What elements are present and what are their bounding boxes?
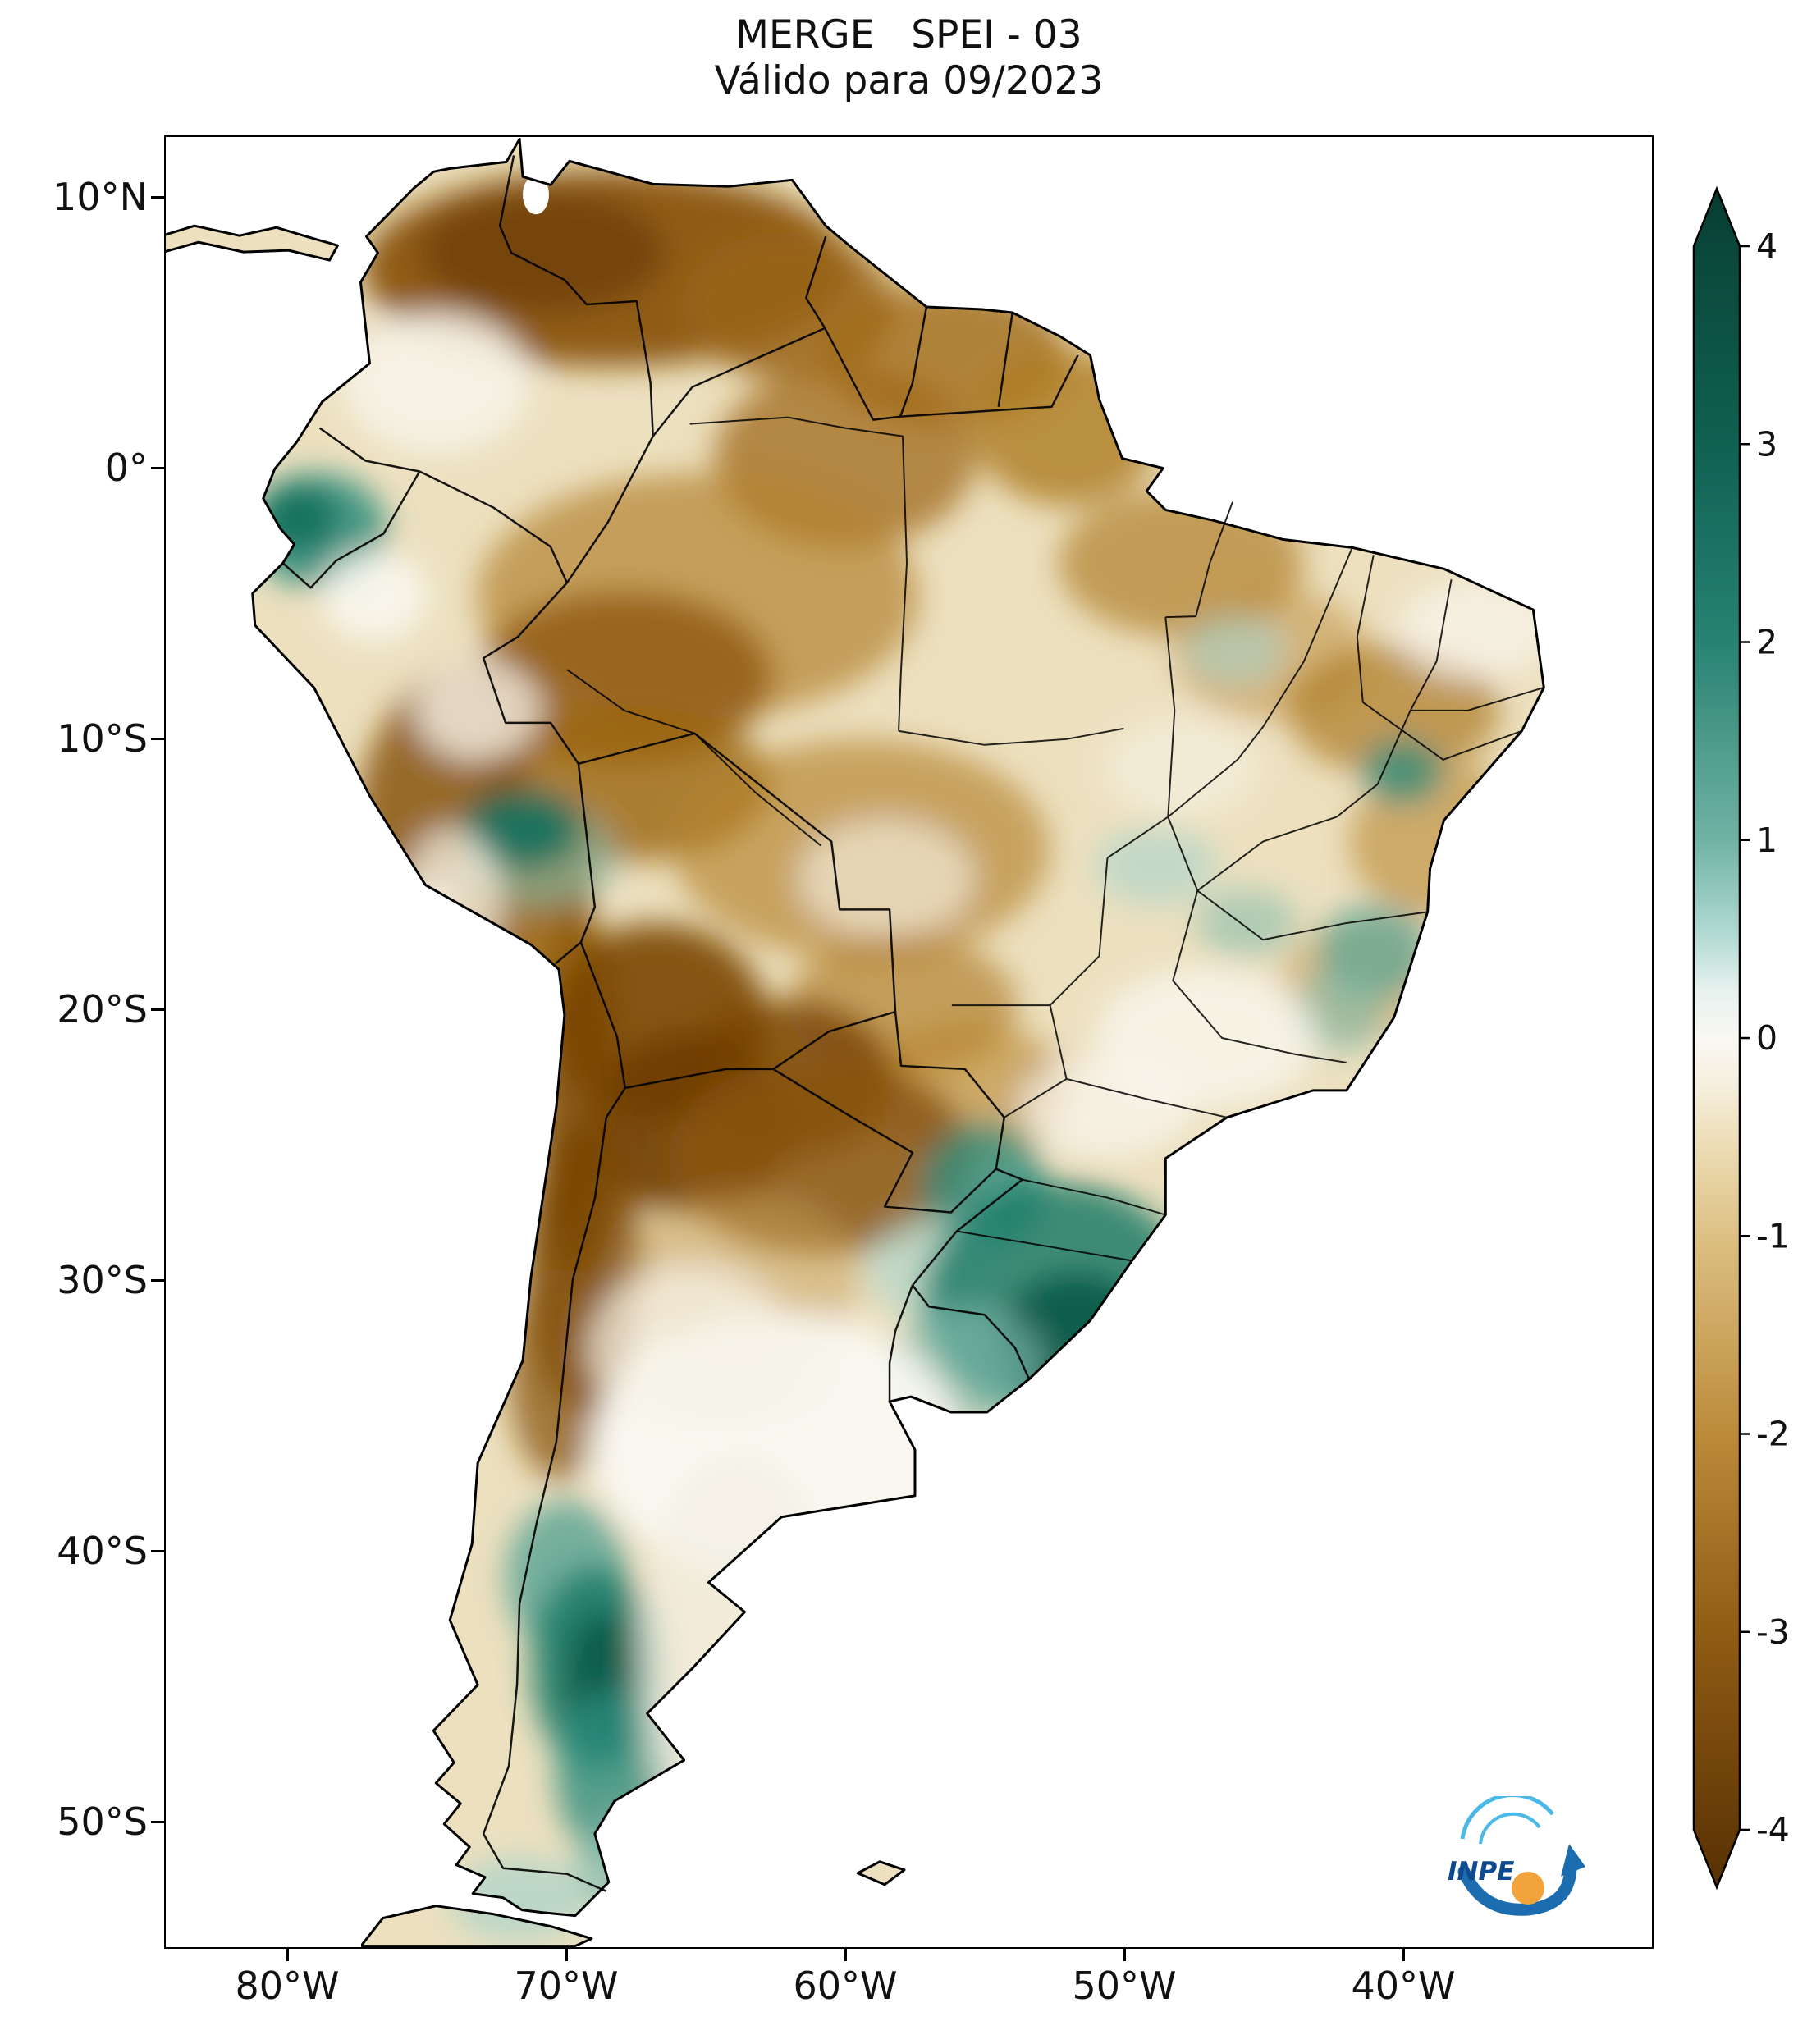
x-tick-mark [565,1949,568,1961]
logo-orbit-arc-inner [1479,1812,1541,1845]
y-tick-mark [151,1008,164,1011]
y-tick-mark [151,467,164,469]
x-tick-label: 40°W [1351,1964,1456,2008]
lake-maracaibo [523,175,549,215]
x-tick-label: 60°W [793,1964,898,2008]
figure-title: MERGE SPEI - 03 [735,12,1082,57]
figure-subtitle: Válido para 09/2023 [714,58,1104,103]
y-tick-mark [151,196,164,199]
x-tick-mark [844,1949,847,1961]
spei-color-field [166,139,1544,1946]
y-tick-label: 10°S [57,716,148,761]
logo-swoosh-arrow [1457,1862,1577,1916]
country-borders [281,155,1079,1892]
y-tick-label: 40°S [57,1529,148,1573]
x-tick-mark [286,1949,289,1961]
logo-orbit-arc-outer [1460,1796,1554,1840]
x-tick-mark [1123,1949,1126,1961]
x-tick-label: 80°W [235,1964,340,2008]
y-tick-label: 20°S [57,987,148,1031]
colorbar: 4 3 2 1 0 -1 -2 -3 -4 [1692,185,1790,1891]
y-tick-label: 30°S [57,1258,148,1302]
map-plot-area: INPE [164,135,1654,1949]
colorbar-tick-labels: 4 3 2 1 0 -1 -2 -3 -4 [1756,226,1790,1850]
colorbar-tick-label: 4 [1756,226,1777,266]
colorbar-tick-label: -2 [1756,1415,1790,1454]
colorbar-tick-label: 0 [1756,1018,1777,1058]
colorbar-tick-marks [1740,245,1750,1831]
y-tick-mark [151,1550,164,1552]
y-tick-mark [151,738,164,740]
y-tick-label: 50°S [57,1799,148,1844]
x-tick-mark [1402,1949,1405,1961]
y-tick-mark [151,1821,164,1823]
inpe-logo: INPE [1448,1796,1585,1916]
colorbar-tick-label: -1 [1756,1216,1790,1255]
x-tick-label: 70°W [514,1964,619,2008]
x-tick-label: 50°W [1072,1964,1177,2008]
colorbar-tick-label: 1 [1756,821,1777,860]
logo-orange-sphere [1512,1872,1544,1905]
colorbar-gradient-bar [1692,185,1741,1891]
state-borders [566,416,1544,1262]
colorbar-tick-label: -4 [1756,1810,1790,1850]
y-tick-mark [151,1279,164,1282]
colorbar-tick-label: -3 [1756,1612,1790,1652]
logo-label: INPE [1448,1857,1514,1886]
y-tick-label: 0° [104,446,148,490]
south-america-spei-map [166,137,1545,1947]
y-tick-label: 10°N [53,175,148,219]
colorbar-tick-label: 3 [1756,424,1777,464]
logo-arrowhead [1561,1844,1585,1877]
colorbar-tick-label: 2 [1756,623,1777,662]
